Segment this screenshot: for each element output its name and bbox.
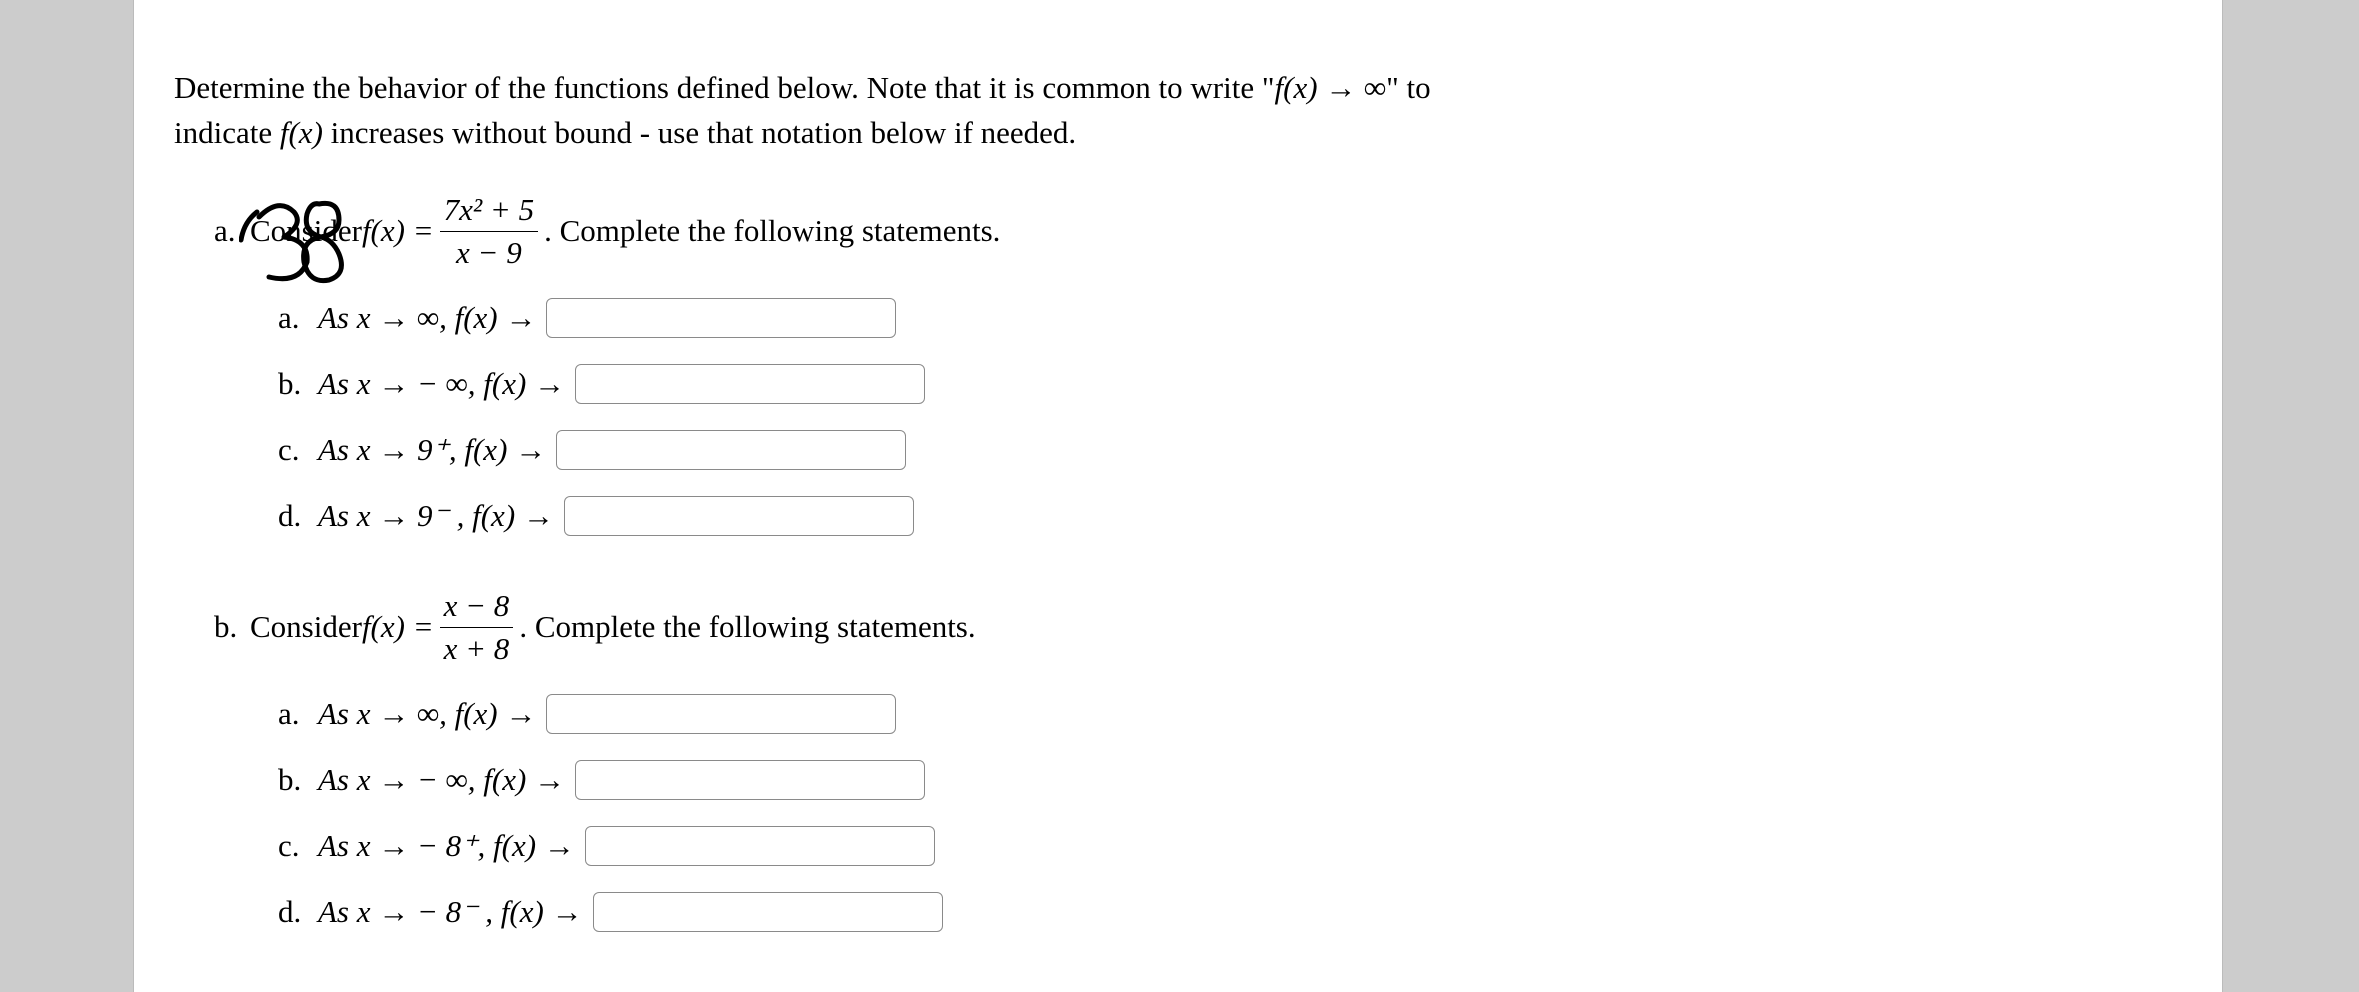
- intro-text: Determine the behavior of the functions …: [174, 66, 1974, 156]
- part-b-sub-b: b. As x → − ∞, f(x) →: [278, 756, 2182, 804]
- part-a-num: 7x² + 5: [440, 192, 538, 232]
- part-b: b. Consider f(x) = x − 8 x + 8 . Complet…: [214, 588, 2182, 936]
- intro-line1a: Determine the behavior of the functions …: [174, 70, 1275, 105]
- sub-text: As x → − 8⁻ , f(x) →: [318, 894, 583, 930]
- part-a-fx: f(x) =: [362, 213, 434, 249]
- part-a-sub-b: b. As x → − ∞, f(x) →: [278, 360, 2182, 408]
- intro-math-fx: f(x): [280, 115, 323, 150]
- problems: a. Consider f(x) = 7x² + 5 x − 9 . Compl…: [174, 192, 2182, 937]
- part-a-sub-d: d. As x → 9⁻ , f(x) →: [278, 492, 2182, 540]
- sub-text: As x → 9⁻ , f(x) →: [318, 498, 554, 534]
- sub-text: As x → ∞, f(x) →: [318, 696, 536, 732]
- sub-letter: d.: [278, 894, 318, 930]
- part-a-sub-a: a. As x → ∞, f(x) →: [278, 294, 2182, 342]
- viewport: Determine the behavior of the functions …: [0, 0, 2359, 992]
- sub-letter: b.: [278, 366, 318, 402]
- intro-line2b: increases without bound - use that notat…: [323, 115, 1076, 150]
- sub-text: As x → − 8⁺, f(x) →: [318, 828, 575, 864]
- answer-input-b-d[interactable]: [593, 892, 943, 932]
- sub-letter: b.: [278, 762, 318, 798]
- part-a-statement: a. Consider f(x) = 7x² + 5 x − 9 . Compl…: [214, 192, 2182, 270]
- answer-input-a-a[interactable]: [546, 298, 896, 338]
- part-b-letter: b.: [214, 609, 250, 645]
- sub-text: As x → − ∞, f(x) →: [318, 366, 565, 402]
- part-b-fraction: x − 8 x + 8: [440, 588, 514, 666]
- intro-line2a: indicate: [174, 115, 280, 150]
- sub-text: As x → 9⁺, f(x) →: [318, 432, 546, 468]
- part-b-sub-d: d. As x → − 8⁻ , f(x) →: [278, 888, 2182, 936]
- sub-letter: c.: [278, 432, 318, 468]
- part-a: a. Consider f(x) = 7x² + 5 x − 9 . Compl…: [214, 192, 2182, 540]
- answer-input-b-a[interactable]: [546, 694, 896, 734]
- answer-input-a-b[interactable]: [575, 364, 925, 404]
- part-a-fraction: 7x² + 5 x − 9: [440, 192, 538, 270]
- sub-letter: d.: [278, 498, 318, 534]
- sub-letter: a.: [278, 696, 318, 732]
- part-a-sub-c: c. As x → 9⁺, f(x) →: [278, 426, 2182, 474]
- answer-input-a-c[interactable]: [556, 430, 906, 470]
- intro-line1b: " to: [1386, 70, 1431, 105]
- part-b-den: x + 8: [440, 628, 514, 667]
- part-a-sublist: a. As x → ∞, f(x) → b. As x → − ∞, f(x) …: [214, 294, 2182, 540]
- part-b-statement: b. Consider f(x) = x − 8 x + 8 . Complet…: [214, 588, 2182, 666]
- sub-text: As x → ∞, f(x) →: [318, 300, 536, 336]
- sub-letter: c.: [278, 828, 318, 864]
- part-b-trail: . Complete the following statements.: [519, 609, 975, 645]
- part-b-sublist: a. As x → ∞, f(x) → b. As x → − ∞, f(x) …: [214, 690, 2182, 936]
- part-b-fx: f(x) =: [362, 609, 434, 645]
- page: Determine the behavior of the functions …: [133, 0, 2223, 992]
- answer-input-b-c[interactable]: [585, 826, 935, 866]
- part-b-sub-a: a. As x → ∞, f(x) →: [278, 690, 2182, 738]
- part-a-trail: . Complete the following statements.: [544, 213, 1000, 249]
- part-a-den: x − 9: [452, 232, 526, 271]
- answer-input-a-d[interactable]: [564, 496, 914, 536]
- sub-text: As x → − ∞, f(x) →: [318, 762, 565, 798]
- answer-input-b-b[interactable]: [575, 760, 925, 800]
- part-b-sub-c: c. As x → − 8⁺, f(x) →: [278, 822, 2182, 870]
- part-a-letter: a.: [214, 213, 250, 249]
- intro-math-fx-inf: f(x) → ∞: [1275, 70, 1387, 105]
- sub-letter: a.: [278, 300, 318, 336]
- part-a-lead: Consider: [250, 213, 362, 249]
- part-b-num: x − 8: [440, 588, 514, 628]
- part-b-lead: Consider: [250, 609, 362, 645]
